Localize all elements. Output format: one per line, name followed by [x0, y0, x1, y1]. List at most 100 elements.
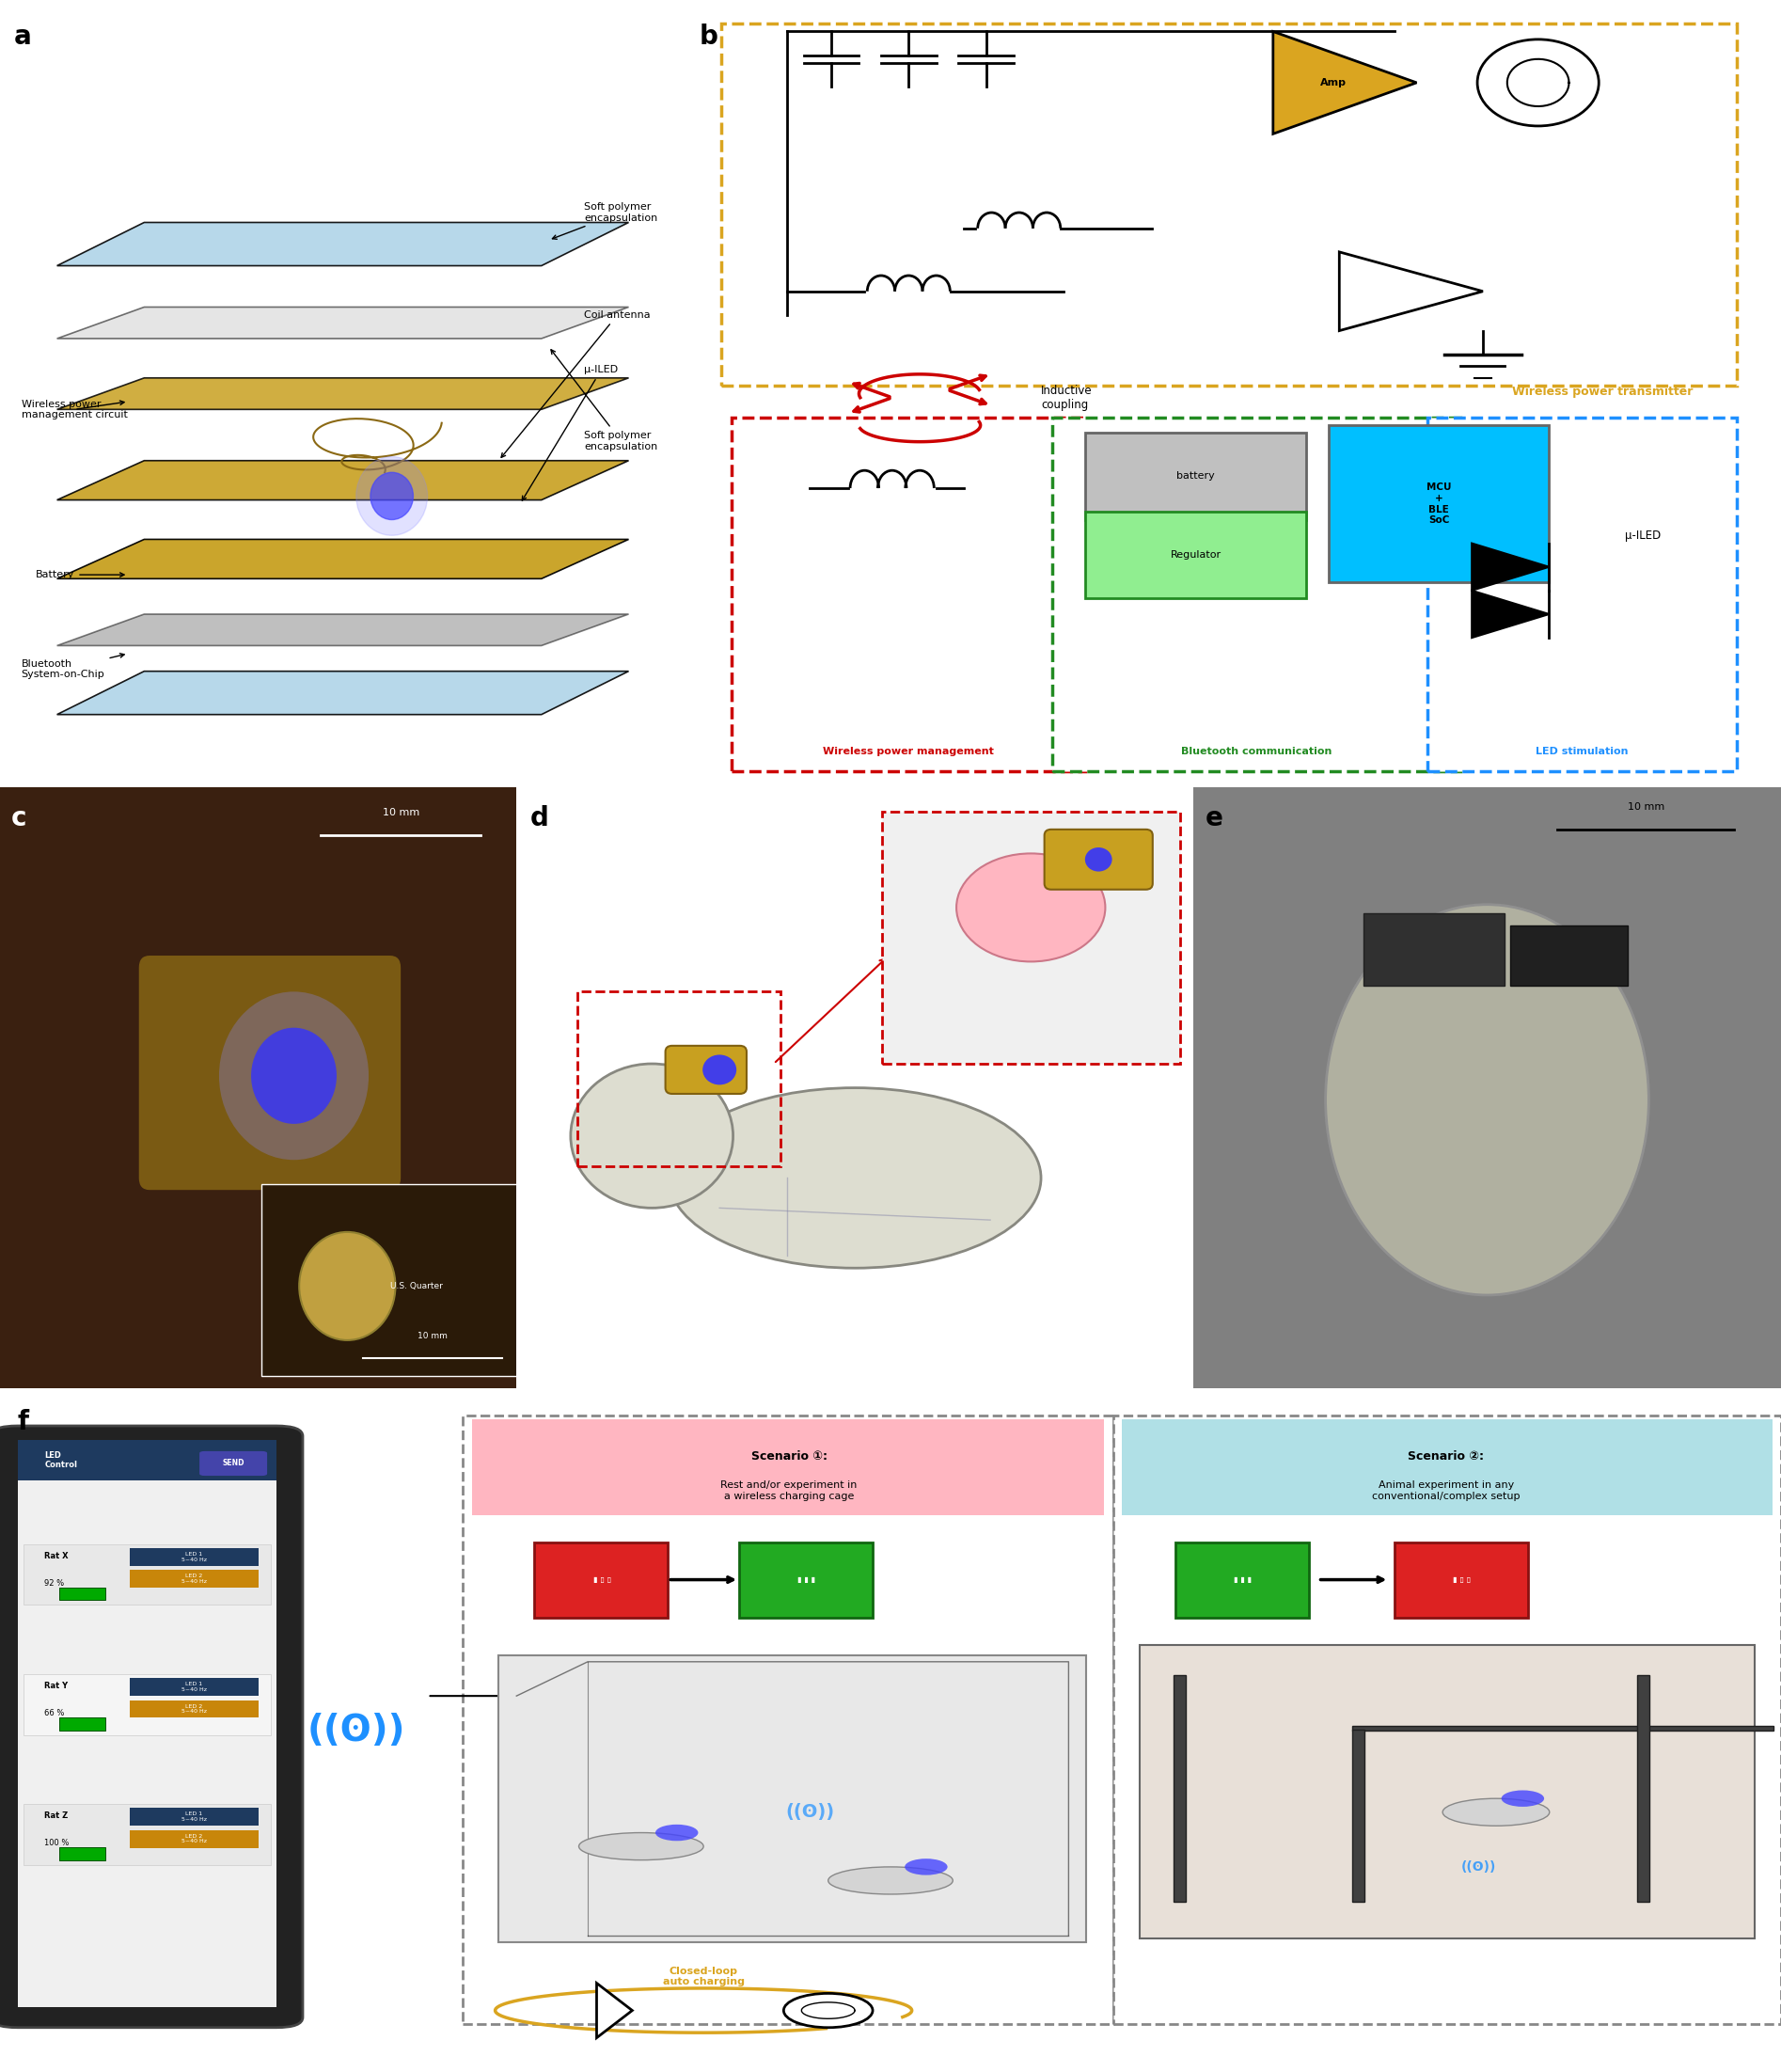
Text: Closed-loop
auto charging: Closed-loop auto charging [663, 1966, 744, 1987]
FancyBboxPatch shape [1053, 416, 1460, 771]
Text: e: e [1206, 806, 1224, 831]
FancyBboxPatch shape [59, 1846, 105, 1861]
Circle shape [702, 1055, 737, 1086]
FancyBboxPatch shape [262, 1183, 524, 1376]
Polygon shape [57, 307, 629, 338]
Text: Bluetooth communication: Bluetooth communication [1181, 746, 1332, 756]
Text: battery: battery [1177, 472, 1215, 481]
FancyBboxPatch shape [23, 1544, 271, 1606]
Text: ((ʘ)): ((ʘ)) [785, 1803, 835, 1821]
FancyBboxPatch shape [1174, 1674, 1186, 1902]
FancyBboxPatch shape [130, 1830, 258, 1848]
FancyBboxPatch shape [1175, 1542, 1309, 1618]
Circle shape [905, 1859, 947, 1875]
FancyBboxPatch shape [23, 1805, 271, 1865]
Circle shape [299, 1233, 395, 1341]
FancyBboxPatch shape [1352, 1730, 1364, 1902]
FancyBboxPatch shape [130, 1699, 258, 1718]
Polygon shape [57, 671, 629, 715]
Text: Rat Y: Rat Y [45, 1682, 68, 1691]
FancyBboxPatch shape [199, 1450, 267, 1475]
Text: LED stimulation: LED stimulation [1535, 746, 1628, 756]
Ellipse shape [579, 1832, 703, 1861]
FancyBboxPatch shape [1044, 829, 1152, 889]
Polygon shape [1339, 253, 1484, 332]
Text: Wireless power
management circuit: Wireless power management circuit [21, 400, 128, 421]
Text: Battery: Battery [36, 570, 125, 580]
Text: LED 1
5~40 Hz: LED 1 5~40 Hz [182, 1682, 207, 1693]
Ellipse shape [828, 1867, 953, 1894]
Text: U.S. Quarter: U.S. Quarter [390, 1283, 443, 1291]
Ellipse shape [1443, 1798, 1549, 1825]
FancyBboxPatch shape [0, 1426, 303, 2028]
Text: ▮ ▯ ▯: ▮ ▯ ▯ [1453, 1575, 1471, 1583]
FancyBboxPatch shape [1122, 1419, 1772, 1515]
FancyBboxPatch shape [59, 1587, 105, 1600]
Text: μ-ILED: μ-ILED [1624, 528, 1662, 541]
FancyBboxPatch shape [1428, 416, 1736, 771]
Text: Rat Z: Rat Z [45, 1811, 68, 1819]
FancyBboxPatch shape [882, 812, 1179, 1063]
Text: Animal experiment in any
conventional/complex setup: Animal experiment in any conventional/co… [1371, 1481, 1521, 1500]
FancyBboxPatch shape [18, 1440, 276, 2008]
Text: Soft polymer
encapsulation: Soft polymer encapsulation [552, 203, 657, 238]
FancyBboxPatch shape [130, 1678, 258, 1695]
FancyBboxPatch shape [534, 1542, 668, 1618]
Text: Rest and/or experiment in
a wireless charging cage: Rest and/or experiment in a wireless cha… [721, 1481, 857, 1500]
Text: LED 1
5~40 Hz: LED 1 5~40 Hz [182, 1811, 207, 1821]
Text: LED 2
5~40 Hz: LED 2 5~40 Hz [182, 1575, 207, 1585]
Text: Wireless power management: Wireless power management [823, 746, 994, 756]
Polygon shape [57, 613, 629, 646]
Text: ▮ ▮ ▮: ▮ ▮ ▮ [798, 1575, 816, 1583]
Circle shape [1085, 847, 1111, 872]
Text: 100 %: 100 % [45, 1838, 69, 1846]
Polygon shape [57, 539, 629, 578]
FancyBboxPatch shape [1140, 1645, 1754, 1939]
FancyBboxPatch shape [499, 1656, 1086, 1941]
Polygon shape [1471, 543, 1549, 591]
Text: b: b [698, 23, 718, 50]
Ellipse shape [956, 854, 1106, 961]
FancyBboxPatch shape [463, 1415, 1113, 2024]
Text: ((ʘ)): ((ʘ)) [1460, 1861, 1496, 1873]
Text: LED 2
5~40 Hz: LED 2 5~40 Hz [182, 1834, 207, 1844]
FancyBboxPatch shape [23, 1674, 271, 1734]
Text: ▮ ▮ ▮: ▮ ▮ ▮ [1234, 1575, 1252, 1583]
Text: a: a [14, 23, 32, 50]
FancyBboxPatch shape [1395, 1542, 1528, 1618]
FancyBboxPatch shape [1352, 1726, 1774, 1730]
Polygon shape [57, 377, 629, 410]
Polygon shape [1273, 31, 1416, 135]
Polygon shape [597, 1983, 632, 2039]
FancyBboxPatch shape [721, 23, 1736, 385]
FancyBboxPatch shape [59, 1718, 105, 1730]
Circle shape [655, 1825, 698, 1840]
Text: SEND: SEND [223, 1459, 244, 1467]
Text: Regulator: Regulator [1170, 551, 1222, 559]
Circle shape [356, 456, 427, 535]
FancyBboxPatch shape [18, 1440, 276, 1481]
Text: 10 mm: 10 mm [383, 808, 419, 818]
Text: MCU
+
BLE
SoC: MCU + BLE SoC [1427, 483, 1452, 524]
Text: Inductive
coupling: Inductive coupling [1042, 385, 1092, 410]
Text: ((ʘ)): ((ʘ)) [306, 1711, 406, 1749]
Circle shape [570, 1063, 734, 1208]
FancyBboxPatch shape [1085, 433, 1305, 520]
Polygon shape [57, 460, 629, 499]
Text: Soft polymer
encapsulation: Soft polymer encapsulation [550, 350, 657, 452]
Text: Wireless power transmitter: Wireless power transmitter [1512, 385, 1692, 398]
Circle shape [370, 472, 413, 520]
FancyBboxPatch shape [130, 1809, 258, 1825]
FancyBboxPatch shape [1637, 1674, 1649, 1902]
FancyBboxPatch shape [1364, 914, 1505, 986]
Circle shape [251, 1028, 337, 1123]
Text: d: d [531, 806, 549, 831]
FancyBboxPatch shape [130, 1571, 258, 1587]
Text: 10 mm: 10 mm [419, 1332, 447, 1341]
Circle shape [1478, 39, 1599, 126]
FancyBboxPatch shape [1510, 926, 1628, 986]
Text: LED 1
5~40 Hz: LED 1 5~40 Hz [182, 1552, 207, 1562]
Text: Scenario ①:: Scenario ①: [752, 1450, 826, 1463]
FancyBboxPatch shape [472, 1419, 1104, 1515]
FancyBboxPatch shape [732, 416, 1085, 771]
